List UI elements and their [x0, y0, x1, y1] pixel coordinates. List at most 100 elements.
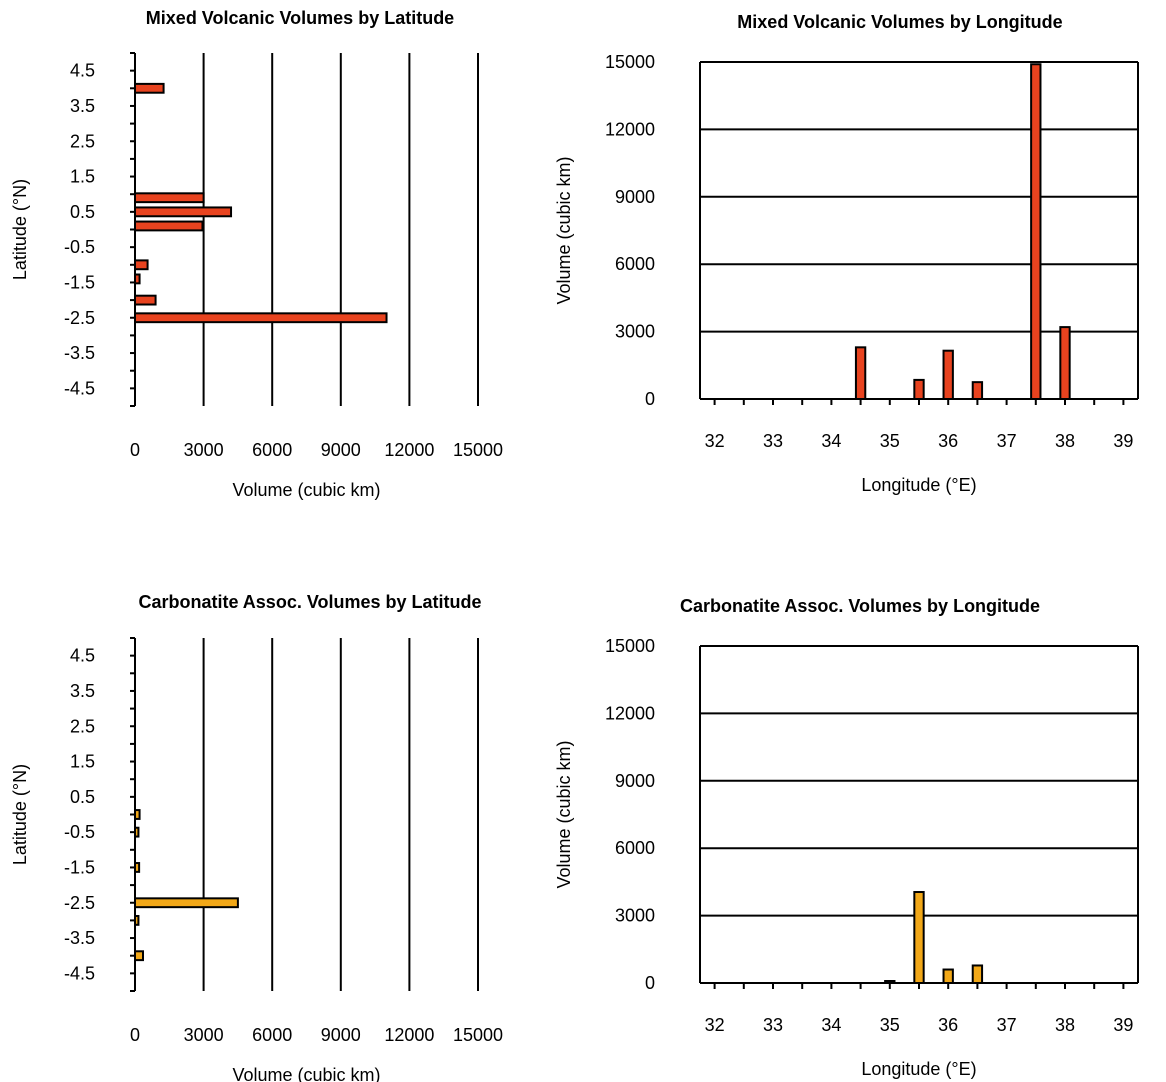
x-tick-label: 38 — [1055, 431, 1075, 451]
x-tick-label: 12000 — [384, 1025, 434, 1045]
y-tick-label: 9000 — [615, 187, 655, 207]
y-tick-label: 3.5 — [70, 96, 95, 116]
y-tick-label: 9000 — [615, 771, 655, 791]
y-tick-label: 0.5 — [70, 787, 95, 807]
y-axis-label: Volume (cubic km) — [554, 740, 574, 888]
y-tick-label: 3.5 — [70, 681, 95, 701]
y-tick-label: 3000 — [615, 906, 655, 926]
y-tick-label: -0.5 — [64, 822, 95, 842]
y-axis-label: Volume (cubic km) — [554, 156, 574, 304]
x-tick-label: 39 — [1113, 1015, 1133, 1035]
bar — [884, 980, 896, 984]
x-tick-label: 35 — [880, 431, 900, 451]
bar — [134, 206, 233, 218]
bar — [134, 826, 140, 838]
x-tick-label: 36 — [938, 431, 958, 451]
bar — [134, 220, 204, 232]
y-tick-label: 6000 — [615, 254, 655, 274]
x-tick-label: 32 — [705, 431, 725, 451]
x-axis-label: Volume (cubic km) — [232, 480, 380, 500]
chart-title: Mixed Volcanic Volumes by Longitude — [737, 12, 1063, 32]
bar — [971, 381, 984, 400]
bar — [134, 897, 239, 909]
bar — [134, 259, 149, 271]
y-tick-label: 6000 — [615, 838, 655, 858]
y-tick-label: 4.5 — [70, 61, 95, 81]
chart-title: Mixed Volcanic Volumes by Latitude — [145, 8, 455, 28]
x-tick-label: 6000 — [252, 440, 292, 460]
bar — [854, 346, 867, 400]
y-tick-label: 2.5 — [70, 131, 95, 151]
bar — [134, 294, 157, 306]
x-tick-label: 3000 — [184, 1025, 224, 1045]
chart-title: Carbonatite Assoc. Volumes by Latitude — [138, 592, 482, 612]
y-tick-label: 0 — [645, 973, 655, 993]
y-tick-label: 0.5 — [70, 202, 95, 222]
x-tick-label: 3000 — [184, 440, 224, 460]
bar — [134, 809, 141, 820]
x-axis-label: Longitude (°E) — [861, 475, 976, 495]
y-tick-label: 15000 — [605, 636, 655, 656]
x-tick-label: 36 — [938, 1015, 958, 1035]
y-tick-label: -1.5 — [64, 272, 95, 292]
y-tick-label: -3.5 — [64, 343, 95, 363]
x-tick-label: 32 — [705, 1015, 725, 1035]
bar — [1059, 326, 1071, 400]
bar — [971, 964, 984, 985]
bar — [134, 312, 388, 324]
chart-panel-mixed-latitude: Mixed Volcanic Volumes by Latitude — [0, 0, 560, 520]
bar — [134, 273, 141, 285]
chart-panel-mixed-longitude: Mixed Volcanic Volumes by Longitude — [0, 0, 1166, 520]
bar — [942, 968, 954, 985]
y-tick-label: 12000 — [605, 119, 655, 139]
y-tick-label: 4.5 — [70, 646, 95, 666]
y-tick-label: 0 — [645, 389, 655, 409]
x-tick-label: 35 — [880, 1015, 900, 1035]
x-tick-label: 33 — [763, 1015, 783, 1035]
chart-panel-carbonatite-latitude: Carbonatite Assoc. Volumes by Latitude — [0, 0, 560, 1082]
y-tick-label: 1.5 — [70, 752, 95, 772]
x-tick-label: 33 — [763, 431, 783, 451]
bar — [134, 862, 141, 873]
y-tick-label: 2.5 — [70, 716, 95, 736]
x-tick-label: 34 — [821, 431, 841, 451]
y-tick-label: -2.5 — [64, 308, 95, 328]
x-tick-label: 9000 — [321, 440, 361, 460]
y-tick-label: 12000 — [605, 703, 655, 723]
x-tick-label: 34 — [821, 1015, 841, 1035]
bar — [134, 192, 205, 204]
bar — [134, 82, 165, 94]
x-tick-label: 38 — [1055, 1015, 1075, 1035]
x-tick-label: 9000 — [321, 1025, 361, 1045]
x-tick-label: 0 — [130, 440, 140, 460]
x-tick-label: 15000 — [453, 1025, 503, 1045]
y-axis-label: Latitude (°N) — [10, 764, 30, 865]
x-axis-label: Longitude (°E) — [861, 1059, 976, 1079]
y-tick-label: 15000 — [605, 52, 655, 72]
bar — [942, 349, 954, 400]
x-tick-label: 37 — [997, 1015, 1017, 1035]
y-tick-label: 3000 — [615, 322, 655, 342]
y-tick-label: -0.5 — [64, 237, 95, 257]
x-tick-label: 37 — [997, 431, 1017, 451]
x-tick-label: 12000 — [384, 440, 434, 460]
x-axis-label: Volume (cubic km) — [232, 1065, 380, 1082]
bar — [913, 891, 925, 985]
x-tick-label: 15000 — [453, 440, 503, 460]
x-tick-label: 39 — [1113, 431, 1133, 451]
bar — [134, 950, 145, 962]
y-tick-label: -4.5 — [64, 378, 95, 398]
x-tick-label: 0 — [130, 1025, 140, 1045]
x-tick-label: 6000 — [252, 1025, 292, 1045]
y-tick-label: -3.5 — [64, 928, 95, 948]
y-tick-label: -1.5 — [64, 857, 95, 877]
y-tick-label: -2.5 — [64, 893, 95, 913]
y-tick-label: 1.5 — [70, 167, 95, 187]
chart-title: Carbonatite Assoc. Volumes by Longitude — [680, 596, 1041, 616]
bar — [134, 914, 140, 926]
y-tick-label: -4.5 — [64, 963, 95, 983]
bar — [913, 378, 925, 400]
bar — [1030, 63, 1042, 400]
